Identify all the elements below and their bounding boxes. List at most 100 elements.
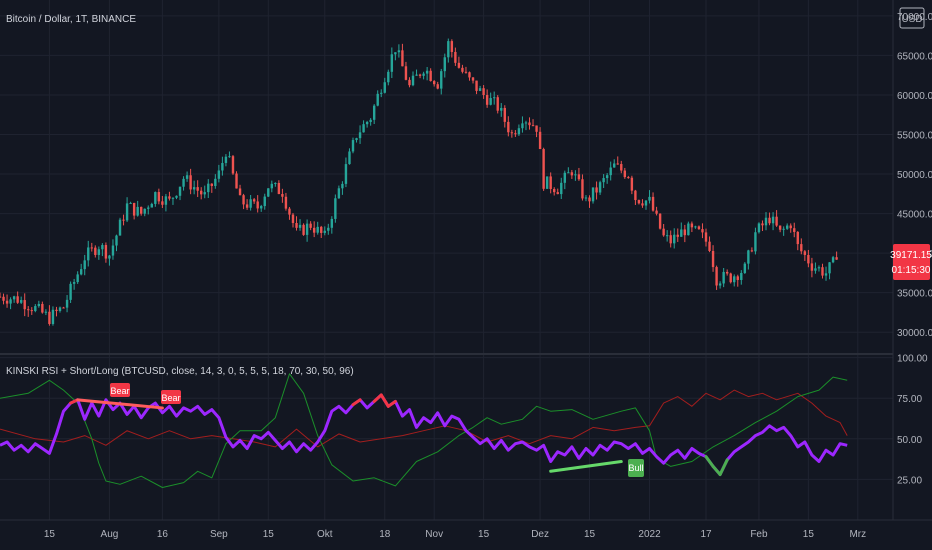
bear-label-1-bg [110, 383, 130, 397]
bear-label-1: Bear [110, 383, 130, 397]
candle-body [256, 201, 259, 209]
candle-body [337, 188, 341, 199]
price-tick-label: 65000.00 [897, 51, 932, 62]
candle-body [94, 247, 97, 255]
divergence-lines [76, 398, 623, 473]
last-price-badge: 39171.15 01:15:30 [890, 244, 932, 280]
time-tick-label: Dez [531, 529, 549, 540]
time-tick-label: 15 [263, 529, 275, 540]
candle-body [344, 164, 348, 184]
candle-body [817, 267, 821, 269]
time-tick-label: 2022 [638, 529, 661, 540]
price-axis[interactable]: 30000.0035000.0040000.0045000.0050000.00… [897, 12, 932, 339]
candle-body [807, 254, 810, 264]
candle-body [436, 84, 439, 89]
candle-body [380, 92, 383, 94]
candle-body [79, 269, 83, 275]
long-line [0, 389, 848, 448]
candle-body [821, 267, 824, 276]
candle-body [697, 226, 701, 230]
candle-body [471, 77, 475, 81]
candle-body [231, 156, 235, 174]
candle-body [553, 189, 556, 193]
candle-body [284, 196, 288, 209]
candle-body [517, 128, 521, 135]
time-tick-label: 16 [157, 529, 169, 540]
candle-body [288, 208, 291, 215]
candle-body [200, 190, 203, 195]
candle-body [334, 198, 337, 219]
candle-body [83, 260, 86, 270]
candle-body [115, 235, 118, 246]
candle-body [545, 176, 549, 189]
candle-body [270, 183, 274, 189]
candle-body [447, 41, 450, 58]
candle-body [605, 175, 609, 179]
candle-body [376, 93, 379, 106]
candle-body [111, 245, 115, 256]
candle-body [531, 125, 535, 127]
candle-body [644, 200, 648, 206]
candle-body [584, 197, 588, 199]
currency-label: USD [901, 14, 922, 25]
candle-body [782, 228, 785, 230]
candle-body [457, 62, 461, 68]
candle-body [69, 283, 72, 300]
rsi-overbought-segment [351, 398, 362, 407]
candle-body [76, 274, 79, 283]
candle-body [252, 199, 256, 202]
time-tick-label: Okt [317, 529, 333, 540]
candle-body [397, 50, 401, 53]
candle-body [620, 164, 623, 171]
candle-body [422, 73, 425, 76]
indicator-tick-label: 50.00 [897, 435, 922, 446]
candle-body [178, 186, 182, 196]
candle-body [182, 178, 185, 187]
candle-body [267, 188, 270, 197]
currency-button[interactable] [899, 7, 925, 29]
time-tick-label: Mrz [849, 529, 866, 540]
candle-body [803, 251, 807, 255]
candle-body [132, 202, 136, 216]
candle-body [263, 196, 266, 207]
price-tick-label: 70000.00 [897, 12, 932, 23]
time-axis[interactable]: 15 Aug 16 Sep 15 Okt 18 Nov 15 Dez 15 2022 17 Feb 15 Mr… [44, 529, 866, 540]
candle-body [320, 226, 323, 233]
candle-body [161, 201, 164, 205]
indicator-axis[interactable]: 25.00 50.00 75.00 100.00 [897, 354, 928, 487]
candle-body [312, 227, 316, 233]
candle-body [510, 132, 514, 134]
price-tick-label: 30000.00 [897, 328, 932, 339]
candle-body [302, 224, 305, 235]
candle-body [729, 273, 732, 283]
candle-body [754, 232, 757, 252]
candle-body [602, 178, 605, 183]
candle-body [108, 255, 111, 259]
candle-body [613, 163, 616, 168]
candle-body [129, 202, 132, 204]
candle-body [507, 121, 510, 133]
candle-body [425, 70, 429, 74]
candle-body [768, 217, 771, 224]
price-tick-label: 50000.00 [897, 170, 932, 181]
candle-body [556, 192, 559, 195]
candle-body [12, 296, 16, 300]
bull-label-1: Bull [628, 459, 644, 477]
candle-body [383, 82, 386, 93]
candle-body [743, 263, 747, 273]
indicator-series [0, 373, 848, 488]
candle-body [549, 176, 552, 190]
candle-body [65, 299, 69, 308]
candle-body [401, 50, 404, 67]
candle-body [429, 70, 432, 82]
candle-body [51, 309, 55, 324]
candle-body [528, 122, 531, 126]
candle-body [778, 225, 782, 230]
candle-body [482, 88, 485, 95]
candle-body [387, 71, 390, 83]
candle-body [217, 170, 221, 179]
candle-body [16, 296, 19, 303]
bear-label-2-bg [161, 390, 181, 404]
indicator-title[interactable]: KINSKI RSI + Short/Long (BTCUSD, close, … [6, 366, 354, 377]
